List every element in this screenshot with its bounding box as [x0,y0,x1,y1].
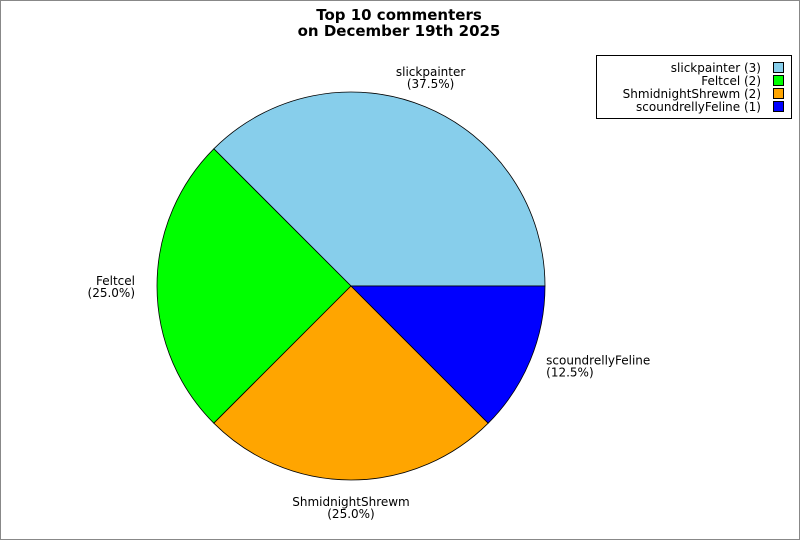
legend-swatch [773,88,784,99]
legend-swatch [773,101,784,112]
pie-slices [156,91,546,481]
chart-title-line-1: Top 10 commenters [316,6,482,24]
chart-title-line-2: on December 19th 2025 [298,22,501,40]
pie-slice-slickpainter [213,91,546,287]
legend-entry-label: scoundrellyFeline (1) [636,100,761,114]
legend: slickpainter (3)Feltcel (2)ShmidnightShr… [596,55,792,119]
legend-entry-label: slickpainter (3) [671,61,761,75]
legend-entry-label: Feltcel (2) [701,74,761,88]
slice-label-percent: (12.5%) [546,366,593,380]
slice-label-name: Feltcel [96,274,135,288]
legend-box [596,55,792,119]
legend-swatch [773,75,784,86]
pie-slice-scoundrellyFeline [350,285,546,424]
slice-label-name: ShmidnightShrewm [292,495,410,509]
slice-labels: slickpainter(37.5%)Feltcel(25.0%)Shmidni… [88,65,651,521]
slice-label-percent: (25.0%) [327,507,374,521]
slice-label-percent: (37.5%) [407,77,454,91]
slice-label-percent: (25.0%) [88,286,135,300]
legend-entry-label: ShmidnightShrewm (2) [623,87,761,101]
pie-slice-Feltcel [156,148,352,424]
legend-swatch [773,62,784,73]
slice-label-name: slickpainter [396,65,465,79]
pie-slice-ShmidnightShrewm [213,285,489,481]
slice-label-name: scoundrellyFeline [546,354,650,368]
